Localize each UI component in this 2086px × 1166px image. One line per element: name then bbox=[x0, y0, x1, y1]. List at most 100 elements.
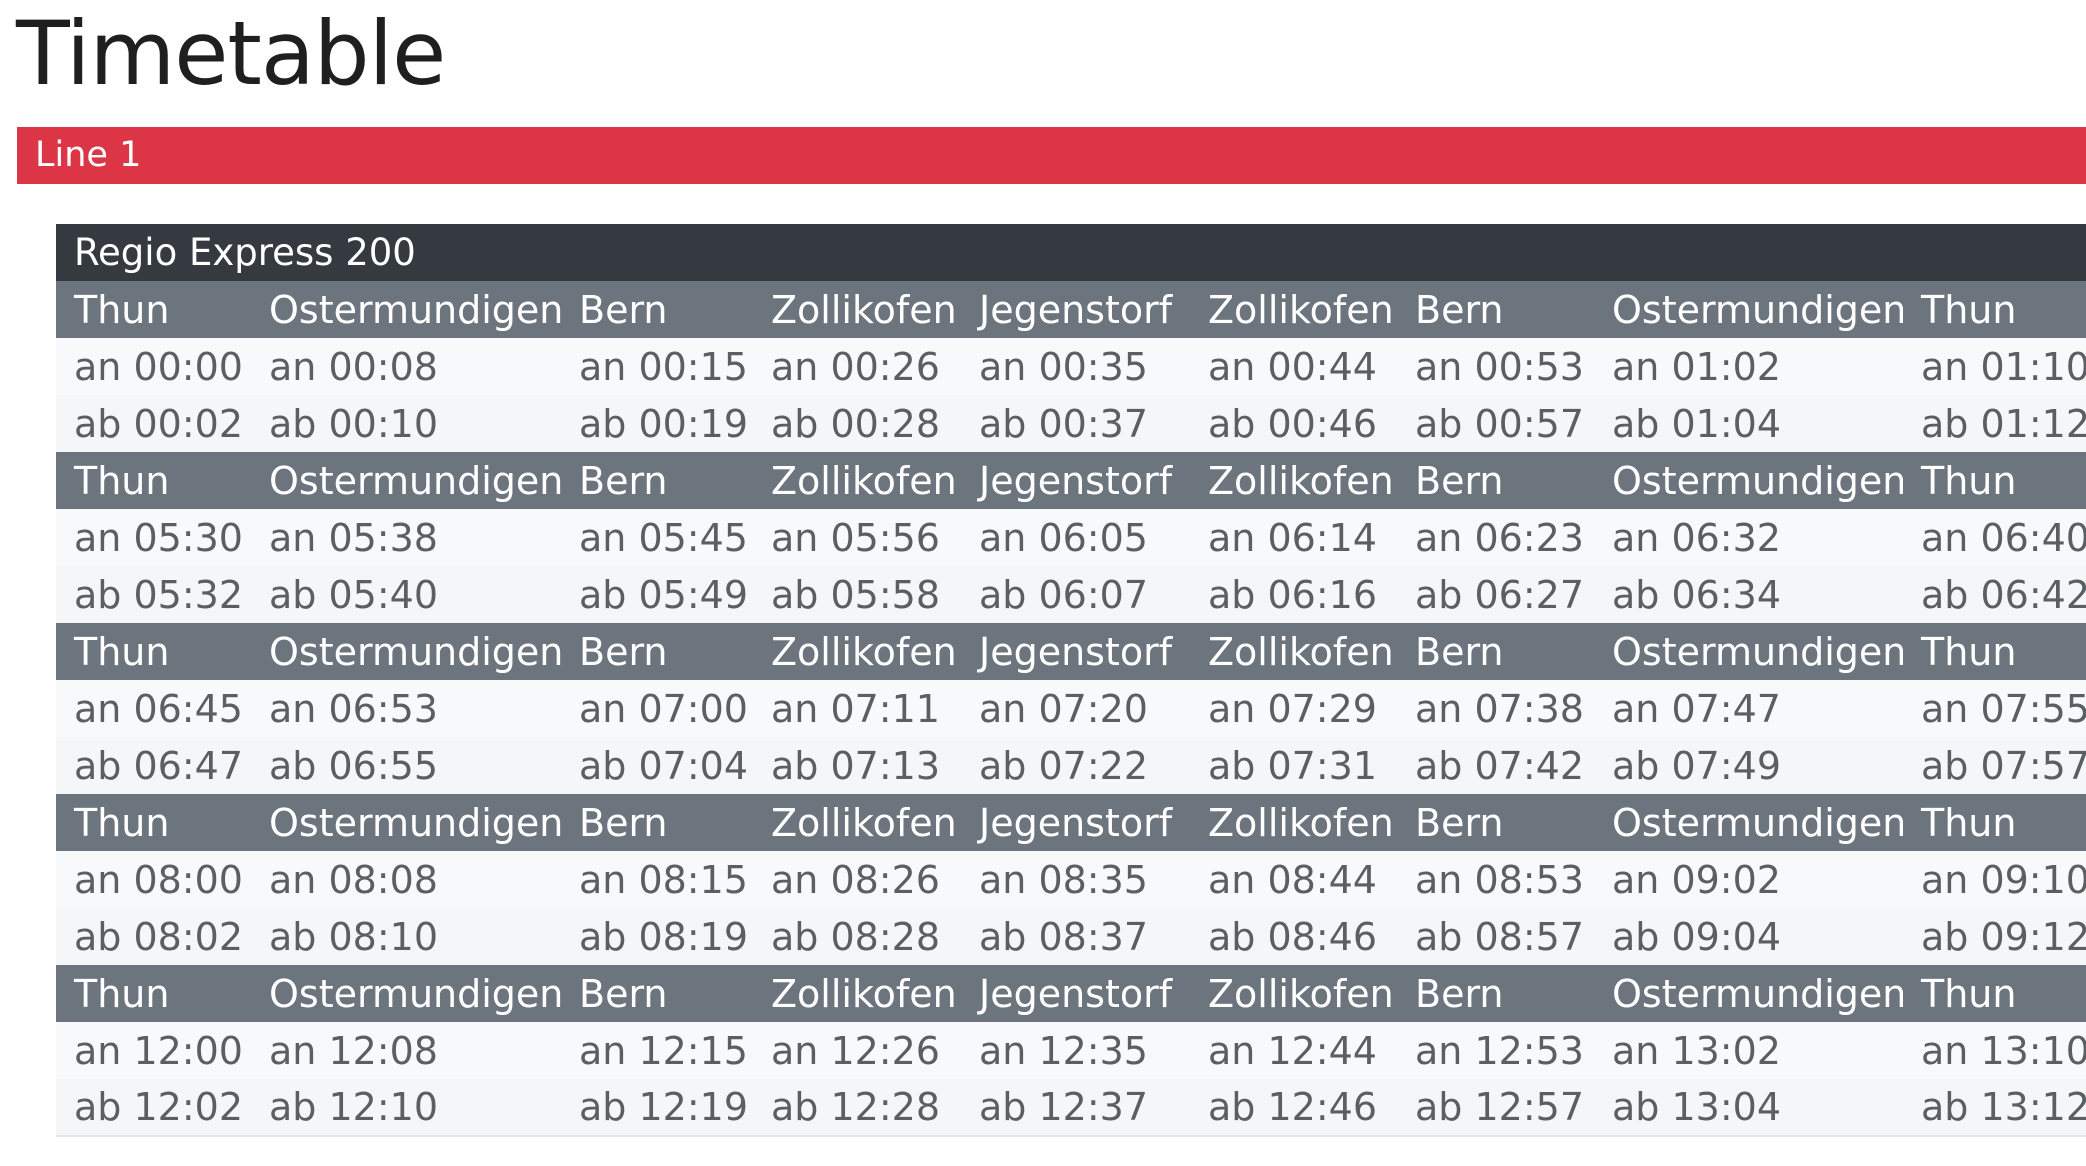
station-name: Ostermundigen bbox=[1594, 623, 1903, 680]
station-name: Zollikofen bbox=[753, 281, 961, 338]
departure-time: ab 06:16 bbox=[1190, 566, 1397, 623]
arrival-time: an 07:47 bbox=[1594, 680, 1903, 737]
arrival-time: an 07:00 bbox=[561, 680, 753, 737]
arrival-row: an 00:00 an 00:08 an 00:15 an 00:26 an 00:35… bbox=[56, 338, 2086, 395]
station-name: Ostermundigen bbox=[1594, 281, 1903, 338]
departure-time: ab 06:47 bbox=[56, 737, 251, 794]
station-name: Ostermundigen bbox=[1594, 965, 1903, 1022]
station-name: Zollikofen bbox=[1190, 965, 1397, 1022]
arrival-time: an 08:35 bbox=[961, 851, 1190, 908]
departure-time: ab 12:28 bbox=[753, 1079, 961, 1137]
arrival-time: an 01:10 bbox=[1903, 338, 2086, 395]
station-name: Bern bbox=[561, 281, 753, 338]
station-name: Zollikofen bbox=[753, 452, 961, 509]
departure-time: ab 12:57 bbox=[1397, 1079, 1594, 1137]
station-name: Jegenstorf bbox=[961, 452, 1190, 509]
departure-row: ab 06:47 ab 06:55 ab 07:04 ab 07:13 ab 07:22… bbox=[56, 737, 2086, 794]
arrival-time: an 08:00 bbox=[56, 851, 251, 908]
arrival-time: an 06:53 bbox=[251, 680, 561, 737]
arrival-time: an 06:40 bbox=[1903, 509, 2086, 566]
station-name: Thun bbox=[1903, 452, 2086, 509]
arrival-time: an 12:53 bbox=[1397, 1022, 1594, 1079]
arrival-time: an 13:02 bbox=[1594, 1022, 1903, 1079]
arrival-time: an 08:53 bbox=[1397, 851, 1594, 908]
station-name: Bern bbox=[1397, 623, 1594, 680]
station-name: Thun bbox=[1903, 281, 2086, 338]
line-header: Line 1 bbox=[17, 127, 2086, 184]
station-name: Thun bbox=[1903, 794, 2086, 851]
station-name: Jegenstorf bbox=[961, 965, 1190, 1022]
page-title: Timetable bbox=[16, 2, 446, 105]
departure-time: ab 07:22 bbox=[961, 737, 1190, 794]
departure-time: ab 07:31 bbox=[1190, 737, 1397, 794]
arrival-time: an 06:23 bbox=[1397, 509, 1594, 566]
station-name: Jegenstorf bbox=[961, 623, 1190, 680]
departure-time: ab 09:12 bbox=[1903, 908, 2086, 965]
arrival-time: an 07:38 bbox=[1397, 680, 1594, 737]
station-name: Bern bbox=[1397, 452, 1594, 509]
departure-time: ab 05:49 bbox=[561, 566, 753, 623]
arrival-time: an 08:08 bbox=[251, 851, 561, 908]
station-name: Thun bbox=[56, 281, 251, 338]
arrival-time: an 06:05 bbox=[961, 509, 1190, 566]
arrival-time: an 05:45 bbox=[561, 509, 753, 566]
departure-time: ab 08:37 bbox=[961, 908, 1190, 965]
station-name: Zollikofen bbox=[753, 965, 961, 1022]
arrival-time: an 06:14 bbox=[1190, 509, 1397, 566]
station-name: Thun bbox=[56, 623, 251, 680]
arrival-time: an 12:08 bbox=[251, 1022, 561, 1079]
arrival-time: an 12:15 bbox=[561, 1022, 753, 1079]
departure-time: ab 12:37 bbox=[961, 1079, 1190, 1137]
departure-time: ab 00:46 bbox=[1190, 395, 1397, 452]
departure-time: ab 06:55 bbox=[251, 737, 561, 794]
arrival-time: an 07:29 bbox=[1190, 680, 1397, 737]
arrival-row: an 05:30 an 05:38 an 05:45 an 05:56 an 06:05… bbox=[56, 509, 2086, 566]
arrival-time: an 06:32 bbox=[1594, 509, 1903, 566]
station-header-row: Thun Ostermundigen Bern Zollikofen Jegenstor… bbox=[56, 965, 2086, 1022]
departure-time: ab 08:28 bbox=[753, 908, 961, 965]
arrival-time: an 12:26 bbox=[753, 1022, 961, 1079]
departure-time: ab 01:04 bbox=[1594, 395, 1903, 452]
departure-time: ab 00:19 bbox=[561, 395, 753, 452]
departure-time: ab 06:34 bbox=[1594, 566, 1903, 623]
departure-time: ab 08:57 bbox=[1397, 908, 1594, 965]
arrival-time: an 07:11 bbox=[753, 680, 961, 737]
departure-row: ab 05:32 ab 05:40 ab 05:49 ab 05:58 ab 06:07… bbox=[56, 566, 2086, 623]
departure-time: ab 06:07 bbox=[961, 566, 1190, 623]
departure-time: ab 12:19 bbox=[561, 1079, 753, 1137]
train-block: Regio Express 200 Thun Ostermundigen Bern Z… bbox=[56, 224, 2086, 1137]
departure-time: ab 00:57 bbox=[1397, 395, 1594, 452]
departure-time: ab 08:10 bbox=[251, 908, 561, 965]
arrival-time: an 08:44 bbox=[1190, 851, 1397, 908]
arrival-time: an 12:00 bbox=[56, 1022, 251, 1079]
departure-time: ab 05:58 bbox=[753, 566, 961, 623]
departure-time: ab 08:02 bbox=[56, 908, 251, 965]
arrival-time: an 00:35 bbox=[961, 338, 1190, 395]
departure-time: ab 07:57 bbox=[1903, 737, 2086, 794]
arrival-time: an 09:02 bbox=[1594, 851, 1903, 908]
station-name: Ostermundigen bbox=[251, 452, 561, 509]
arrival-time: an 07:20 bbox=[961, 680, 1190, 737]
arrival-time: an 09:10 bbox=[1903, 851, 2086, 908]
departure-time: ab 00:28 bbox=[753, 395, 961, 452]
station-name: Jegenstorf bbox=[961, 794, 1190, 851]
departure-time: ab 01:12 bbox=[1903, 395, 2086, 452]
timetable-table: Thun Ostermundigen Bern Zollikofen Jegenstor… bbox=[56, 281, 2086, 1137]
station-name: Ostermundigen bbox=[251, 281, 561, 338]
station-name: Bern bbox=[561, 794, 753, 851]
station-name: Ostermundigen bbox=[1594, 794, 1903, 851]
arrival-time: an 08:26 bbox=[753, 851, 961, 908]
departure-time: ab 05:32 bbox=[56, 566, 251, 623]
arrival-time: an 00:00 bbox=[56, 338, 251, 395]
departure-row: ab 12:02 ab 12:10 ab 12:19 ab 12:28 ab 12:37… bbox=[56, 1079, 2086, 1137]
departure-row: ab 08:02 ab 08:10 ab 08:19 ab 08:28 ab 08:37… bbox=[56, 908, 2086, 965]
departure-time: ab 12:46 bbox=[1190, 1079, 1397, 1137]
station-name: Zollikofen bbox=[753, 794, 961, 851]
departure-time: ab 13:04 bbox=[1594, 1079, 1903, 1137]
arrival-row: an 06:45 an 06:53 an 07:00 an 07:11 an 07:20… bbox=[56, 680, 2086, 737]
departure-time: ab 08:19 bbox=[561, 908, 753, 965]
station-name: Zollikofen bbox=[1190, 623, 1397, 680]
departure-time: ab 00:37 bbox=[961, 395, 1190, 452]
departure-time: ab 12:02 bbox=[56, 1079, 251, 1137]
departure-time: ab 00:10 bbox=[251, 395, 561, 452]
